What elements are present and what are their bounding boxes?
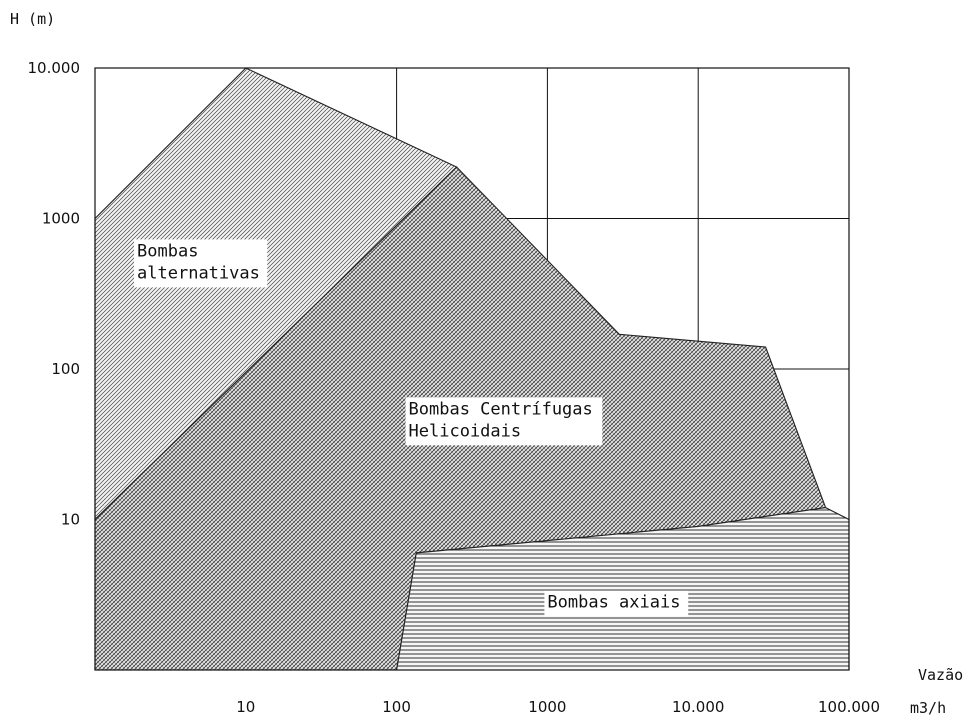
region-label-line: Helicoidais — [409, 421, 522, 441]
x-tick-label: 10.000 — [672, 698, 725, 716]
x-tick-label: 10 — [236, 698, 255, 716]
y-tick-label: 10 — [61, 511, 80, 529]
plot-frame — [94, 67, 850, 671]
x-axis-title: Vazão — [918, 666, 963, 684]
y-tick-label: 1000 — [42, 210, 80, 228]
y-tick-label: 100 — [51, 360, 80, 378]
x-tick-label: 100 — [382, 698, 411, 716]
y-tick-labels: 10 100 1000 10.000 — [28, 59, 81, 529]
y-axis-title: H (m) — [10, 10, 55, 28]
x-axis-unit: m3/h — [910, 699, 946, 717]
region-label-line: alternativas — [137, 263, 260, 283]
region-label-background — [405, 397, 603, 446]
y-tick-label: 10.000 — [28, 59, 81, 77]
region-label-background — [134, 239, 268, 288]
region-label-line: Bombas — [137, 241, 198, 261]
x-tick-label: 100.000 — [818, 698, 880, 716]
region-label-line: Bombas axiais — [547, 593, 680, 613]
x-tick-labels: 10 100 1000 10.000 100.000 — [236, 698, 880, 716]
region-label-line: Bombas Centrífugas — [409, 399, 593, 419]
x-tick-label: 1000 — [528, 698, 566, 716]
region-label-background — [544, 590, 689, 617]
